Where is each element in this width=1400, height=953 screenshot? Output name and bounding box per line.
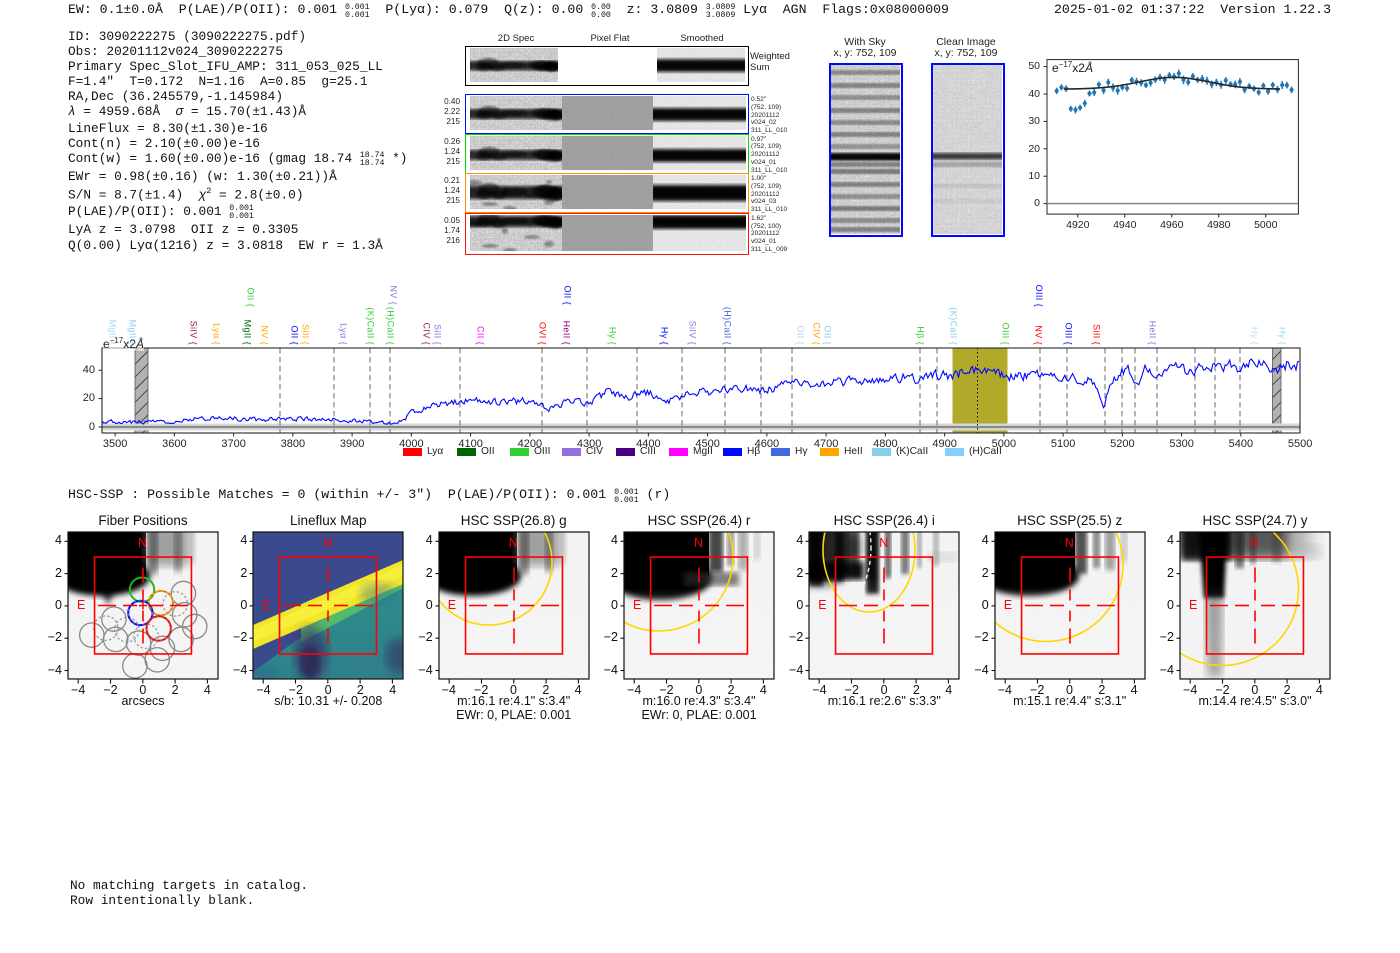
svg-text:Hγ {: Hγ { xyxy=(1278,327,1288,345)
svg-text:CIV {: CIV { xyxy=(812,322,822,345)
svg-text:MgII {: MgII { xyxy=(108,320,118,345)
svg-text:Hγ {: Hγ { xyxy=(1250,327,1260,345)
svg-text:(H)CaII {: (H)CaII { xyxy=(723,307,733,345)
svg-text:Lyα {: Lyα { xyxy=(339,323,349,345)
svg-text:NV {: NV { xyxy=(389,285,399,305)
svg-text:OIII {: OIII { xyxy=(1064,323,1074,345)
svg-text:NV {: NV { xyxy=(1034,325,1044,345)
svg-text:Hβ {: Hβ { xyxy=(916,326,926,345)
svg-text:HeII {: HeII { xyxy=(562,321,572,345)
svg-text:Hγ {: Hγ { xyxy=(660,327,670,345)
svg-text:MgII {: MgII { xyxy=(243,320,253,345)
svg-text:CIV {: CIV { xyxy=(422,322,432,345)
svg-text:SiII {: SiII { xyxy=(1092,324,1102,345)
svg-text:(H)CaII {: (H)CaII { xyxy=(386,307,396,345)
svg-text:OII {: OII { xyxy=(823,325,833,345)
svg-text:MgII {: MgII { xyxy=(128,320,138,345)
svg-text:SiII {: SiII { xyxy=(301,324,311,345)
svg-text:SiIV {: SiIV { xyxy=(688,321,698,345)
svg-text:OII {: OII { xyxy=(246,287,256,307)
svg-text:OII {: OII { xyxy=(796,325,806,345)
svg-text:OIII {: OIII { xyxy=(1034,285,1044,307)
svg-text:SiII {: SiII { xyxy=(433,324,443,345)
svg-text:(K)CaII {: (K)CaII { xyxy=(366,307,376,345)
svg-text:OVI {: OVI { xyxy=(538,322,548,345)
svg-text:OII {: OII { xyxy=(290,325,300,345)
svg-text:NV {: NV { xyxy=(260,325,270,345)
svg-text:(K)CaII {: (K)CaII { xyxy=(949,307,959,345)
svg-text:Hγ {: Hγ { xyxy=(608,327,618,345)
svg-text:OII {: OII { xyxy=(563,285,573,305)
svg-text:SiIV {: SiIV { xyxy=(189,321,199,345)
svg-text:HeII {: HeII { xyxy=(1148,321,1158,345)
svg-text:OIII {: OIII { xyxy=(1001,323,1011,345)
svg-text:Lyα {: Lyα { xyxy=(212,323,222,345)
svg-text:CII {: CII { xyxy=(476,326,486,345)
